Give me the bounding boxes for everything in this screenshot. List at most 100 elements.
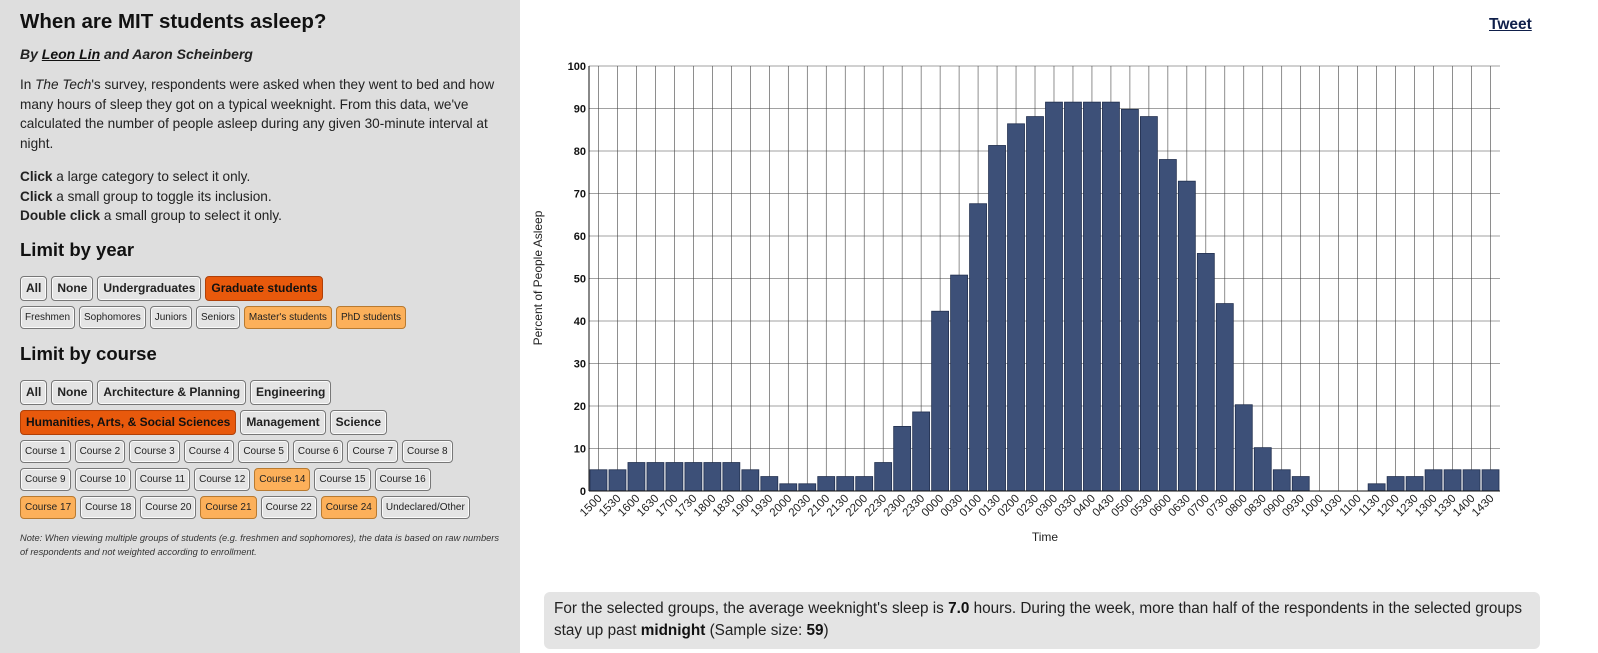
author-link-leon-lin[interactable]: Leon Lin bbox=[41, 46, 101, 62]
y-tick-label: 40 bbox=[574, 316, 586, 328]
bar-1430 bbox=[1481, 469, 1500, 492]
instruction-line: Click a small group to toggle its inclus… bbox=[20, 187, 502, 207]
course-course-20-button[interactable]: Course 20 bbox=[140, 495, 197, 519]
instructions: Click a large category to select it only… bbox=[20, 167, 502, 226]
course-course-1-button[interactable]: Course 1 bbox=[20, 439, 71, 463]
year-freshmen-button[interactable]: Freshmen bbox=[20, 305, 76, 329]
bar-0330 bbox=[1064, 101, 1082, 492]
course-science-button[interactable]: Science bbox=[329, 409, 388, 435]
y-tick-label: 10 bbox=[574, 444, 586, 456]
instruction-strong: Click bbox=[20, 169, 53, 184]
year-sophomores-button[interactable]: Sophomores bbox=[79, 305, 146, 329]
intro-after: 's survey, respondents were asked when t… bbox=[20, 77, 495, 151]
intro-before: In bbox=[20, 77, 32, 92]
intro-paragraph: In The Tech's survey, respondents were a… bbox=[20, 75, 502, 153]
course-architecture-planning-button[interactable]: Architecture & Planning bbox=[97, 379, 247, 405]
course-course-22-button[interactable]: Course 22 bbox=[260, 495, 317, 519]
year-undergraduates-button[interactable]: Undergraduates bbox=[97, 275, 202, 301]
bar-2000 bbox=[779, 483, 798, 492]
course-course-24-button[interactable]: Course 24 bbox=[320, 495, 377, 519]
course-course-9-button[interactable]: Course 9 bbox=[20, 467, 71, 491]
course-course-7-button[interactable]: Course 7 bbox=[347, 439, 399, 463]
bar-2100 bbox=[817, 476, 836, 492]
bar-1300 bbox=[1424, 469, 1443, 492]
instruction-text: a large category to select it only. bbox=[56, 169, 251, 184]
bar-0200 bbox=[1007, 123, 1025, 492]
course-course-17-button[interactable]: Course 17 bbox=[20, 495, 77, 519]
course-none-button[interactable]: None bbox=[51, 379, 94, 405]
sleep-chart: 0102030405060708090100150015301600163017… bbox=[531, 61, 1500, 544]
course-course-14-button[interactable]: Course 14 bbox=[254, 467, 311, 491]
sample-size: 59 bbox=[806, 622, 824, 639]
bar-2330 bbox=[912, 411, 931, 492]
page-title: When are MIT students asleep? bbox=[20, 10, 327, 33]
course-course-6-button[interactable]: Course 6 bbox=[292, 439, 344, 463]
bar-0230 bbox=[1026, 116, 1044, 492]
course-course-8-button[interactable]: Course 8 bbox=[402, 439, 453, 463]
course-buttons: All None Architecture & Planning Engineerin… bbox=[20, 379, 502, 519]
bar-1830 bbox=[722, 462, 741, 492]
limit-by-course-heading: Limit by course bbox=[20, 342, 157, 364]
year-master-s-students-button[interactable]: Master's students bbox=[243, 305, 332, 329]
bar-0300 bbox=[1045, 101, 1063, 492]
year-seniors-button[interactable]: Seniors bbox=[195, 305, 240, 329]
course-engineering-button[interactable]: Engineering bbox=[250, 379, 332, 405]
byline-prefix: By bbox=[20, 46, 38, 62]
bar-1900 bbox=[741, 469, 760, 492]
bar-0100 bbox=[969, 203, 987, 492]
y-tick-label: 80 bbox=[574, 146, 586, 158]
bar-0830 bbox=[1253, 447, 1272, 492]
year-juniors-button[interactable]: Juniors bbox=[149, 305, 192, 329]
instruction-line: Double click a small group to select it … bbox=[20, 206, 502, 226]
course-all-button[interactable]: All bbox=[20, 379, 48, 405]
course-humanities-arts-social-sciences-button[interactable]: Humanities, Arts, & Social Sciences bbox=[20, 409, 237, 435]
chart-grid bbox=[589, 65, 1500, 492]
x-tick-label-1100: 1100 bbox=[1338, 493, 1364, 519]
year-all-button[interactable]: All bbox=[20, 275, 48, 301]
bar-0000 bbox=[931, 310, 950, 492]
course-course-12-button[interactable]: Course 12 bbox=[194, 467, 251, 491]
bar-0030 bbox=[950, 274, 968, 492]
course-undeclared-other-button[interactable]: Undeclared/Other bbox=[380, 495, 470, 519]
bar-0500 bbox=[1121, 108, 1139, 492]
bar-1200 bbox=[1386, 476, 1405, 492]
course-course-11-button[interactable]: Course 11 bbox=[134, 467, 191, 491]
course-course-2-button[interactable]: Course 2 bbox=[74, 439, 126, 463]
year-none-button[interactable]: None bbox=[51, 275, 94, 301]
summary-text: (Sample size: bbox=[709, 622, 803, 639]
course-course-18-button[interactable]: Course 18 bbox=[80, 495, 137, 519]
year-graduate-students-button[interactable]: Graduate students bbox=[205, 275, 324, 301]
y-tick-label: 30 bbox=[574, 359, 586, 371]
bar-0130 bbox=[988, 145, 1006, 492]
bar-2230 bbox=[874, 462, 893, 492]
instruction-text: a small group to select it only. bbox=[103, 208, 282, 223]
year-phd-students-button[interactable]: PhD students bbox=[335, 305, 406, 329]
enrollment-note: Note: When viewing multiple groups of st… bbox=[20, 532, 500, 557]
y-tick-label: 70 bbox=[574, 189, 586, 201]
course-course-15-button[interactable]: Course 15 bbox=[314, 467, 371, 491]
bar-1800 bbox=[703, 462, 722, 492]
course-course-4-button[interactable]: Course 4 bbox=[183, 439, 235, 463]
summary-panel: For the selected groups, the average wee… bbox=[544, 592, 1540, 649]
tweet-link[interactable]: Tweet bbox=[1489, 16, 1532, 33]
course-course-10-button[interactable]: Course 10 bbox=[74, 467, 131, 491]
course-course-5-button[interactable]: Course 5 bbox=[238, 439, 289, 463]
byline: By Leon Lin and Aaron Scheinberg bbox=[20, 46, 502, 62]
y-tick-label: 100 bbox=[568, 61, 586, 73]
course-small-row: Course 17 Course 18 Course 20 Course 21 Cour… bbox=[20, 495, 502, 519]
course-course-3-button[interactable]: Course 3 bbox=[129, 439, 180, 463]
course-course-16-button[interactable]: Course 16 bbox=[374, 467, 431, 491]
summary-text: For the selected groups, the average wee… bbox=[554, 600, 944, 617]
bar-1700 bbox=[665, 462, 684, 492]
bar-0730 bbox=[1215, 303, 1234, 492]
course-course-21-button[interactable]: Course 21 bbox=[200, 495, 257, 519]
bar-1400 bbox=[1462, 469, 1481, 492]
byline-conjunction: and bbox=[104, 46, 129, 62]
instruction-strong: Click bbox=[20, 188, 53, 204]
bar-0400 bbox=[1083, 101, 1101, 492]
bar-2030 bbox=[798, 483, 817, 492]
course-small-row: Course 1 Course 2 Course 3 Course 4 Course 5… bbox=[20, 439, 502, 463]
instruction-strong: Double click bbox=[20, 208, 101, 223]
course-management-button[interactable]: Management bbox=[240, 409, 326, 435]
bar-0630 bbox=[1177, 180, 1196, 492]
